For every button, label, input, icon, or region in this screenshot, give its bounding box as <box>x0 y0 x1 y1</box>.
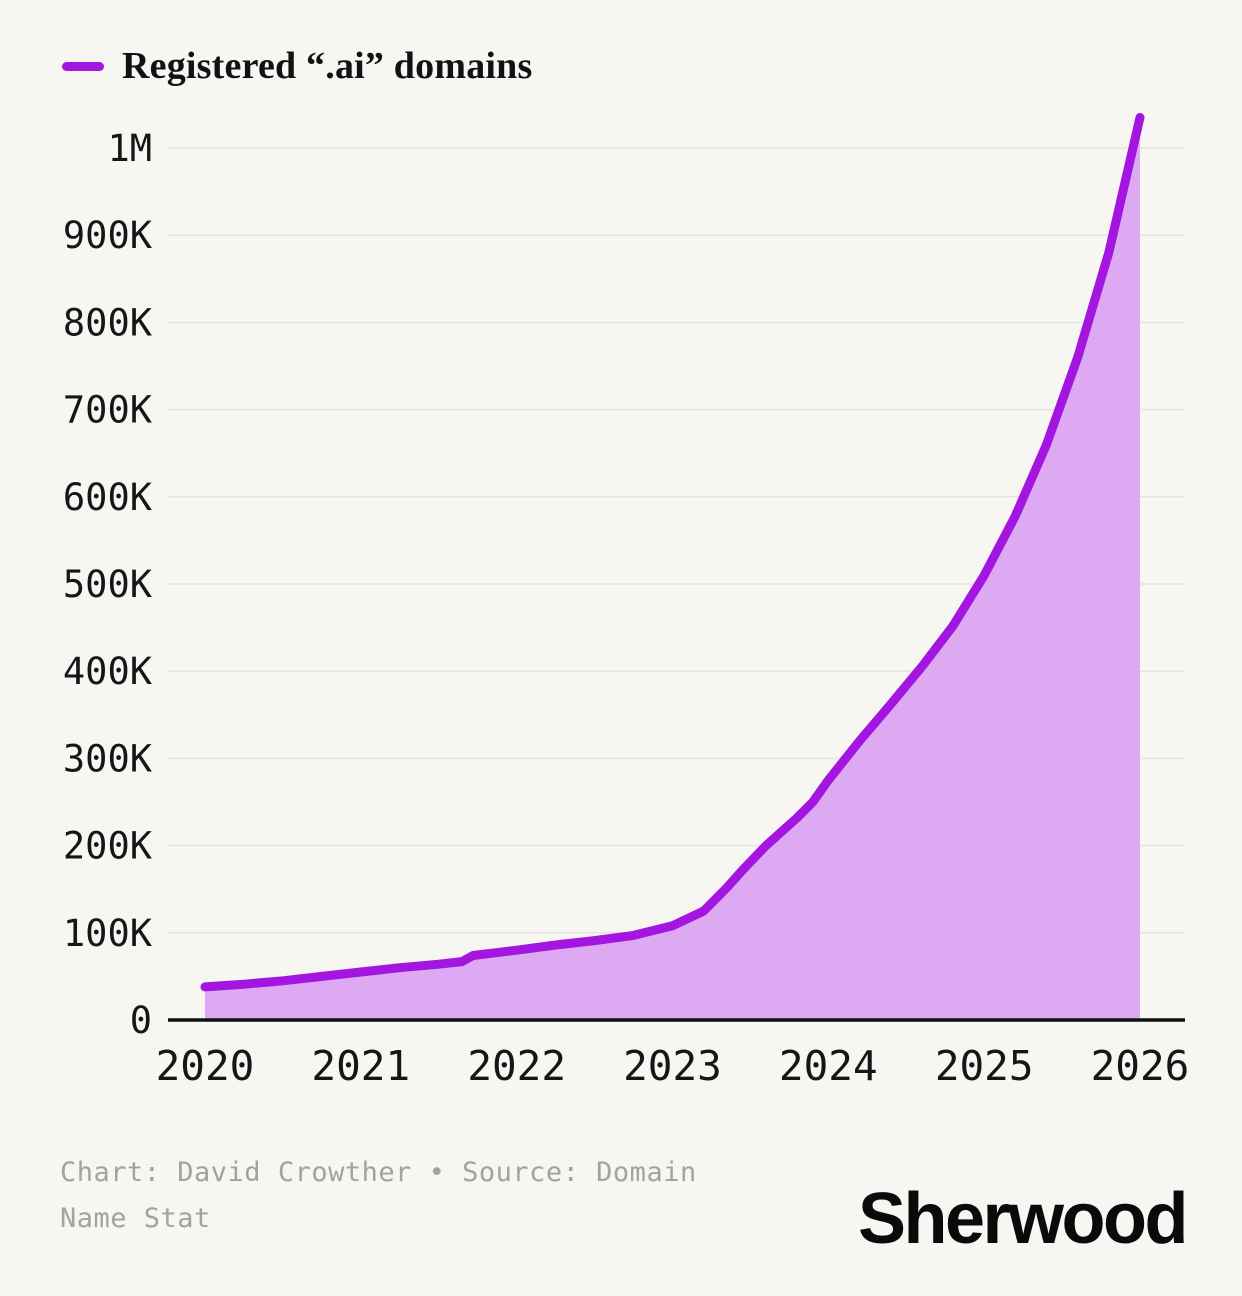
y-tick-label: 600K <box>63 476 153 519</box>
x-tick-label: 2024 <box>779 1042 878 1090</box>
y-tick-label: 800K <box>63 301 153 344</box>
y-tick-label: 900K <box>63 214 153 257</box>
series-area <box>205 117 1140 1020</box>
y-tick-label: 500K <box>63 563 153 606</box>
series-line <box>200 113 1145 992</box>
y-tick-label: 700K <box>63 389 153 432</box>
chart-credit: Chart: David Crowther • Source: Domain N… <box>60 1157 697 1234</box>
legend: Registered “.ai” domains <box>62 44 532 88</box>
legend-label: Registered “.ai” domains <box>122 45 533 87</box>
sherwood-logo: Sherwood <box>857 1179 1189 1259</box>
x-tick-label: 2022 <box>467 1042 566 1090</box>
x-tick-label: 2021 <box>311 1042 410 1090</box>
x-tick-label: 2020 <box>156 1042 255 1090</box>
x-tick-label: 2023 <box>623 1042 722 1090</box>
x-tick-label: 2025 <box>935 1042 1034 1090</box>
y-tick-label: 400K <box>63 650 153 693</box>
y-tick-label: 100K <box>63 912 153 955</box>
x-tick-label: 2026 <box>1091 1042 1190 1090</box>
legend-line-swatch-icon <box>62 61 104 71</box>
y-tick-label: 1M <box>107 127 152 170</box>
chart-svg: 0 100K 200K 300K 400K 500K 600K 700K 800K 900K 1M 2… <box>63 113 1190 1090</box>
y-tick-label: 300K <box>63 737 153 780</box>
y-tick-label: 200K <box>63 825 153 868</box>
y-tick-label: 0 <box>130 999 152 1042</box>
